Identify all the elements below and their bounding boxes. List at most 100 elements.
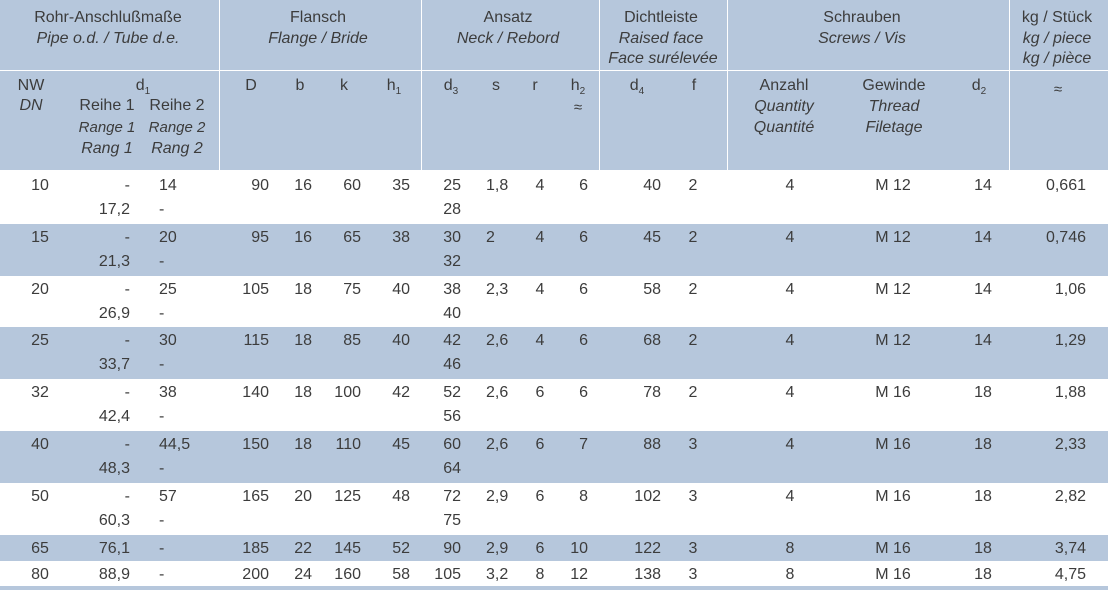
cell-r: 4 xyxy=(535,229,545,246)
col-range1: Range 1 xyxy=(78,119,136,136)
cell-h1: 40 xyxy=(392,281,410,298)
cell-anz: 4 xyxy=(785,281,795,298)
cell-h2: 8 xyxy=(579,488,588,505)
cell-h1: 45 xyxy=(392,436,410,453)
col-rang1: Rang 1 xyxy=(81,140,133,157)
cell-gew: M 12 xyxy=(875,177,911,194)
col-gewinde: Gewinde xyxy=(862,77,926,94)
cell-d4: 58 xyxy=(643,281,661,298)
cell-b: 16 xyxy=(294,177,312,194)
cell-gew: M 12 xyxy=(875,229,911,246)
col-d3: d3 xyxy=(443,77,459,97)
cell-d3-alt: 64 xyxy=(443,460,461,477)
cell-d2: 14 xyxy=(974,332,992,349)
cell-r1: - xyxy=(124,229,130,246)
col-h2: h2 xyxy=(570,77,586,97)
cell-s: 2,9 xyxy=(486,488,509,505)
cell-h2: 6 xyxy=(579,384,588,401)
cell-anz: 4 xyxy=(785,229,795,246)
cell-nw: 10 xyxy=(31,177,49,194)
cell-r1: - xyxy=(124,281,130,298)
cell-f: 2 xyxy=(688,384,698,401)
cell-f: 2 xyxy=(688,281,698,298)
cell-k: 60 xyxy=(343,177,361,194)
cell-d2: 18 xyxy=(974,436,992,453)
group-weight-fr: kg / pièce xyxy=(1022,50,1092,67)
cell-b: 18 xyxy=(294,384,312,401)
group-raised-face-fr: Face surélevée xyxy=(608,50,718,67)
cell-gew: M 16 xyxy=(875,488,911,505)
cell-d3-alt: 40 xyxy=(443,305,461,322)
cell-r1-alt: 21,3 xyxy=(98,253,130,270)
cell-D: 150 xyxy=(242,436,269,453)
cell-f: 2 xyxy=(688,177,698,194)
cell-s: 2,3 xyxy=(486,281,509,298)
cell-h2: 6 xyxy=(579,177,588,194)
cell-anz: 4 xyxy=(785,384,795,401)
cell-r1: - xyxy=(124,177,130,194)
cell-r2: 20 xyxy=(159,229,177,246)
header-divider xyxy=(0,70,1108,71)
cell-k: 110 xyxy=(335,436,361,453)
col-filetage: Filetage xyxy=(865,119,923,136)
cell-kg: 4,75 xyxy=(1054,566,1086,583)
cell-kg: 2,82 xyxy=(1054,488,1086,505)
cell-h1: 40 xyxy=(392,332,410,349)
cell-h1: 52 xyxy=(392,540,410,557)
cell-D: 90 xyxy=(251,177,269,194)
col-thread: Thread xyxy=(868,98,920,115)
cell-D: 165 xyxy=(242,488,269,505)
col-quantite: Quantité xyxy=(753,119,815,136)
table-header: Rohr-Anschlußmaße Pipe o.d. / Tube d.e. … xyxy=(0,0,1108,170)
cell-r2-alt: - xyxy=(159,253,165,270)
cell-h2: 6 xyxy=(579,281,588,298)
cell-f: 2 xyxy=(688,332,698,349)
cell-r1: - xyxy=(124,332,130,349)
col-s: s xyxy=(492,77,500,94)
cell-b: 18 xyxy=(294,332,312,349)
cell-d3-alt: 32 xyxy=(443,253,461,270)
cell-b: 20 xyxy=(294,488,312,505)
cell-d3: 42 xyxy=(443,332,461,349)
col-quantity: Quantity xyxy=(754,98,814,115)
cell-D: 105 xyxy=(242,281,269,298)
cell-nw: 20 xyxy=(31,281,49,298)
cell-anz: 4 xyxy=(785,436,795,453)
col-anzahl: Anzahl xyxy=(759,77,809,94)
group-screws-de: Schrauben xyxy=(823,9,901,26)
cell-d2: 14 xyxy=(974,229,992,246)
group-pipe-de: Rohr-Anschlußmaße xyxy=(34,9,182,26)
cell-k: 85 xyxy=(343,332,361,349)
cell-k: 160 xyxy=(334,566,361,583)
cell-r2-alt: - xyxy=(159,512,165,529)
cell-f: 3 xyxy=(688,436,698,453)
cell-k: 75 xyxy=(343,281,361,298)
group-weight-en: kg / piece xyxy=(1022,30,1092,47)
cell-anz: 4 xyxy=(785,177,795,194)
cell-nw: 40 xyxy=(31,436,49,453)
cell-nw: 80 xyxy=(31,566,49,583)
col-r: r xyxy=(532,77,538,94)
cell-gew: M 16 xyxy=(875,566,911,583)
cell-r2: - xyxy=(159,540,165,557)
cell-d3-alt: 56 xyxy=(443,408,461,425)
cell-k: 65 xyxy=(343,229,361,246)
cell-r: 6 xyxy=(535,488,545,505)
cell-s: 2,6 xyxy=(486,436,509,453)
cell-kg: 2,33 xyxy=(1054,436,1086,453)
col-divider xyxy=(599,0,600,170)
cell-nw: 65 xyxy=(31,540,49,557)
cell-r2: 44,5 xyxy=(159,436,191,453)
col-divider xyxy=(421,0,422,170)
cell-r2-alt: - xyxy=(159,408,165,425)
cell-d3-alt: 75 xyxy=(443,512,461,529)
cell-s: 2,6 xyxy=(486,332,509,349)
cell-d4: 68 xyxy=(643,332,661,349)
cell-k: 145 xyxy=(334,540,361,557)
cell-r2: - xyxy=(159,566,165,583)
cell-r1: - xyxy=(124,384,130,401)
cell-d2: 14 xyxy=(974,281,992,298)
col-rang2: Rang 2 xyxy=(151,140,203,157)
cell-d4: 138 xyxy=(634,566,661,583)
